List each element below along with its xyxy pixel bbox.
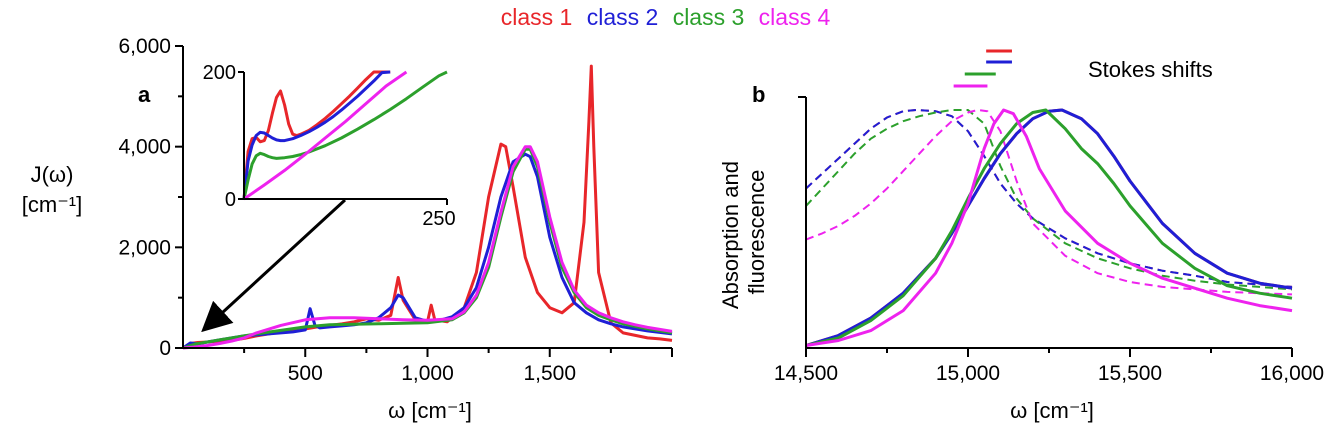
legend-class-2: class 2 [586, 4, 659, 30]
panel-a-ytick-label: 4,000 [118, 136, 171, 159]
inset-ytick-label: 200 [203, 62, 236, 84]
panel-a: 0 2,000 4,000 6,000 500 1,000 1,500 a J(ω) [cm… [22, 35, 673, 423]
panel-a-xtick-label: 1,000 [401, 362, 454, 385]
panel-b-line-4 [805, 109, 1293, 296]
inset-axes: 200 0 250 [203, 62, 456, 230]
legend: class 1 class 2 class 3 class 4 [0, 4, 1331, 31]
panel-a-series [182, 64, 673, 350]
stokes-shifts-label: Stokes shifts [1088, 57, 1213, 82]
panel-b-xtick-label: 15,500 [1098, 362, 1162, 385]
panel-b-xtick-label: 14,500 [774, 362, 838, 385]
panel-b-line-2 [805, 109, 1293, 288]
inset-line-class-1 [242, 70, 391, 200]
legend-class-3: class 3 [672, 4, 745, 30]
inset-ytick-label: 0 [225, 189, 236, 211]
panel-b-series [805, 108, 1293, 347]
panel-b-axes: 14,500 15,000 15,500 16,000 [774, 96, 1324, 385]
inset-arrow [201, 198, 347, 333]
panel-b-line-3 [805, 109, 1293, 291]
panel-b-line-8 [805, 108, 1293, 347]
panel-a-ylabel-unit: [cm⁻¹] [22, 192, 83, 217]
inset-line-class-3 [242, 70, 448, 200]
panel-a-line-class-4 [182, 145, 673, 350]
panel-b-line-6 [805, 108, 1293, 347]
panel-a-axes: 0 2,000 4,000 6,000 500 1,000 1,500 [118, 35, 673, 385]
legend-class-4: class 4 [758, 4, 831, 30]
legend-class-1: class 1 [500, 4, 573, 30]
panel-a-ytick-label: 6,000 [118, 35, 171, 58]
panel-b-xtick-label: 15,000 [936, 362, 1000, 385]
inset-line-class-4 [243, 70, 408, 201]
panel-a-ylabel: J(ω) [31, 162, 74, 187]
inset-xtick-label: 250 [422, 208, 455, 230]
panel-a-xtick-label: 500 [288, 362, 323, 385]
panel-a-ytick-label: 0 [159, 337, 171, 360]
panel-a-xlabel: ω [cm⁻¹] [388, 398, 472, 423]
panel-b-ylabel: Absorption and fluorescence [718, 155, 769, 309]
inset: 200 0 250 [203, 62, 456, 230]
panel-b-xtick-label: 16,000 [1260, 362, 1324, 385]
panel-b-line-7 [805, 108, 1293, 347]
inset-line-class-2 [242, 70, 391, 200]
panel-b: 14,500 15,000 15,500 16,000 Stokes shifts b… [718, 49, 1324, 423]
panel-b-label: b [752, 82, 765, 107]
panel-b-xlabel: ω [cm⁻¹] [1010, 398, 1094, 423]
panel-a-ytick-label: 2,000 [118, 236, 171, 259]
panel-a-xtick-label: 1,500 [523, 362, 576, 385]
panel-a-label: a [138, 82, 151, 107]
stokes-shift-bars [953, 49, 1012, 88]
panel-b-line-1 [805, 109, 1293, 288]
inset-series [242, 70, 448, 201]
